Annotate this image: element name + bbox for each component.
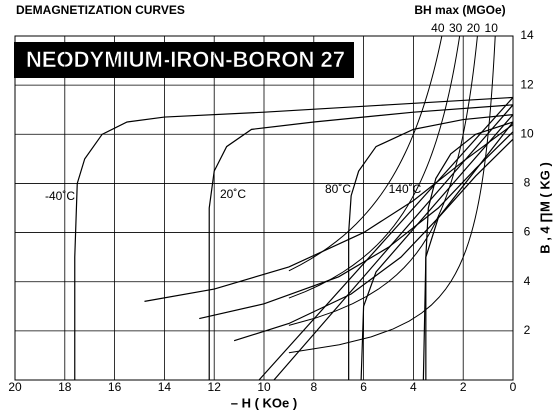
x-tick-label: 16 (108, 380, 122, 394)
subtitle-box (14, 42, 354, 78)
curve-label: 80˚C (325, 182, 351, 196)
bh-max-curve (288, 35, 496, 354)
curve (258, 97, 514, 381)
bh-max-value: 30 (449, 21, 463, 35)
bh-max-curve (288, 35, 478, 326)
curve (208, 104, 514, 380)
bh-max-label: BH max (MGOe) (414, 3, 505, 17)
curve-label: 140˚C (389, 182, 422, 196)
curve-label: 20˚C (220, 187, 246, 201)
x-tick-label: 18 (58, 380, 72, 394)
x-tick-label: 8 (310, 380, 317, 394)
x-tick-label: 2 (460, 380, 467, 394)
x-axis-label: – H ( KOe ) (231, 395, 297, 410)
curve (144, 123, 514, 302)
bh-max-value: 40 (431, 21, 445, 35)
bh-max-curve (288, 35, 443, 272)
curve (74, 96, 514, 380)
y-tick-label: 12 (520, 77, 534, 91)
y-tick-label: 6 (524, 225, 531, 239)
x-tick-label: 20 (8, 380, 22, 394)
y-axis-label: B , 4 ∏M ( KG ) (537, 162, 552, 254)
x-tick-label: 0 (510, 380, 517, 394)
y-tick-label: 8 (524, 176, 531, 190)
curve (360, 114, 514, 381)
curve (199, 131, 514, 320)
curve-label: -40˚C (45, 189, 75, 203)
x-tick-label: 4 (410, 380, 417, 394)
x-tick-label: 14 (158, 380, 172, 394)
x-tick-label: 10 (257, 380, 271, 394)
curve (425, 121, 514, 380)
y-tick-label: 10 (520, 126, 534, 140)
y-tick-label: 2 (524, 323, 531, 337)
curve (422, 121, 514, 381)
x-tick-label: 12 (208, 380, 222, 394)
subtitle: NEODYMIUM-IRON-BORON 27 (26, 47, 345, 72)
bh-max-value: 20 (467, 21, 481, 35)
x-tick-label: 6 (360, 380, 367, 394)
bh-max-value: 10 (485, 21, 499, 35)
curve (233, 138, 514, 342)
curve (348, 114, 514, 380)
y-tick-label: 14 (520, 28, 534, 42)
y-tick-label: 4 (524, 274, 531, 288)
chart-title: DEMAGNETIZATION CURVES (16, 3, 185, 17)
curve (273, 104, 514, 381)
bh-max-curve (288, 35, 461, 299)
